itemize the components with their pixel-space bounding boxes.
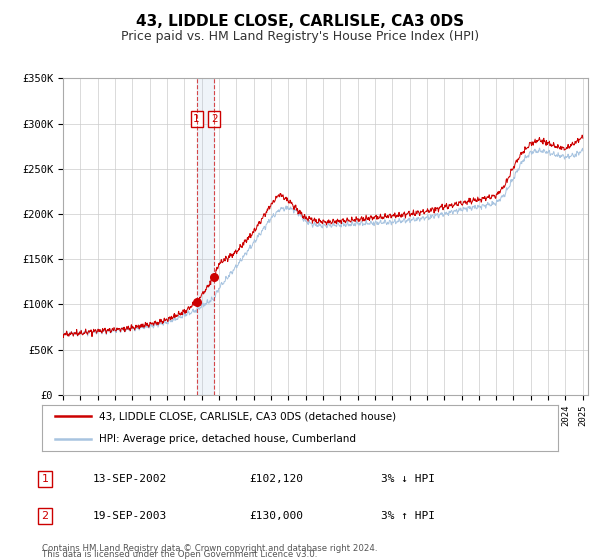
Text: 13-SEP-2002: 13-SEP-2002: [93, 474, 167, 484]
Text: HPI: Average price, detached house, Cumberland: HPI: Average price, detached house, Cumb…: [99, 435, 356, 444]
Text: 19-SEP-2003: 19-SEP-2003: [93, 511, 167, 521]
Text: Contains HM Land Registry data © Crown copyright and database right 2024.: Contains HM Land Registry data © Crown c…: [42, 544, 377, 553]
Text: £102,120: £102,120: [249, 474, 303, 484]
Text: 43, LIDDLE CLOSE, CARLISLE, CA3 0DS: 43, LIDDLE CLOSE, CARLISLE, CA3 0DS: [136, 14, 464, 29]
Text: Price paid vs. HM Land Registry's House Price Index (HPI): Price paid vs. HM Land Registry's House …: [121, 30, 479, 43]
Bar: [197, 78, 214, 395]
Text: 3% ↑ HPI: 3% ↑ HPI: [381, 511, 435, 521]
Text: 43, LIDDLE CLOSE, CARLISLE, CA3 0DS (detached house): 43, LIDDLE CLOSE, CARLISLE, CA3 0DS (det…: [99, 412, 396, 421]
Text: 1: 1: [193, 114, 200, 124]
Text: £130,000: £130,000: [249, 511, 303, 521]
Text: This data is licensed under the Open Government Licence v3.0.: This data is licensed under the Open Gov…: [42, 550, 317, 559]
Text: 3% ↓ HPI: 3% ↓ HPI: [381, 474, 435, 484]
Text: 1: 1: [41, 474, 49, 484]
Text: 2: 2: [41, 511, 49, 521]
Text: 2: 2: [211, 114, 217, 124]
